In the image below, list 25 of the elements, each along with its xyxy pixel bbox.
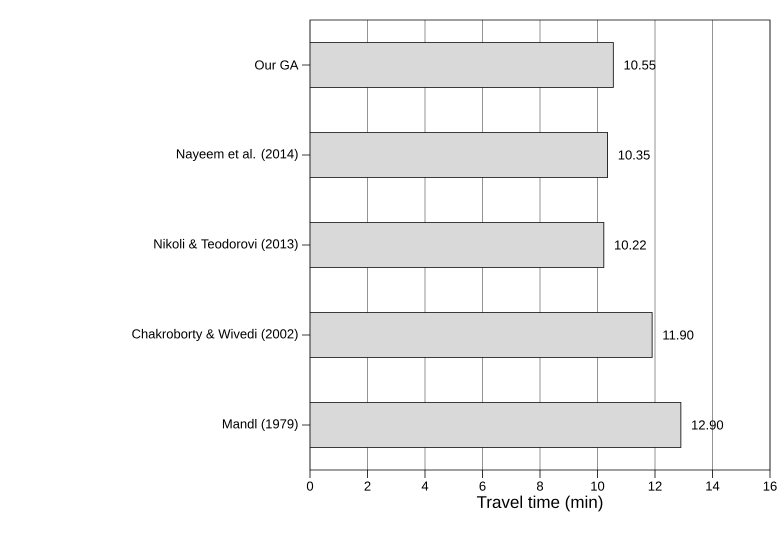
x-tick-label: 12 [648,482,662,491]
data-label: 10.55 [624,60,656,70]
y-tick-label: Nayeem et al. (2014) [176,148,298,162]
bar [310,312,653,358]
x-tick-label: 0 [306,482,314,491]
x-tick-label: 16 [764,482,777,491]
data-label: 12.90 [692,420,724,430]
x-tick-label: 2 [364,482,370,491]
bar [310,222,604,268]
x-tick-label: 14 [706,482,720,490]
x-tick-label: 8 [536,482,544,491]
y-tick-label: Our GA [255,60,298,70]
bar [310,132,608,178]
x-tick-label: 4 [422,482,428,490]
y-tick-label: Mandl (1979) [222,418,298,432]
x-tick-label: 6 [480,482,486,491]
x-axis-title: Travel time (min) [476,496,602,512]
y-tick-label: Chakroborty & Wivedi (2002) [132,328,298,342]
x-tick-label: 10 [591,482,604,491]
y-tick-label: Nikoli & Teodorovi (2013) [154,238,298,252]
data-label: 11.90 [663,330,694,340]
data-label: 10.22 [615,240,646,250]
data-label: 10.35 [618,150,650,160]
bar [310,42,614,88]
bar [310,402,682,448]
